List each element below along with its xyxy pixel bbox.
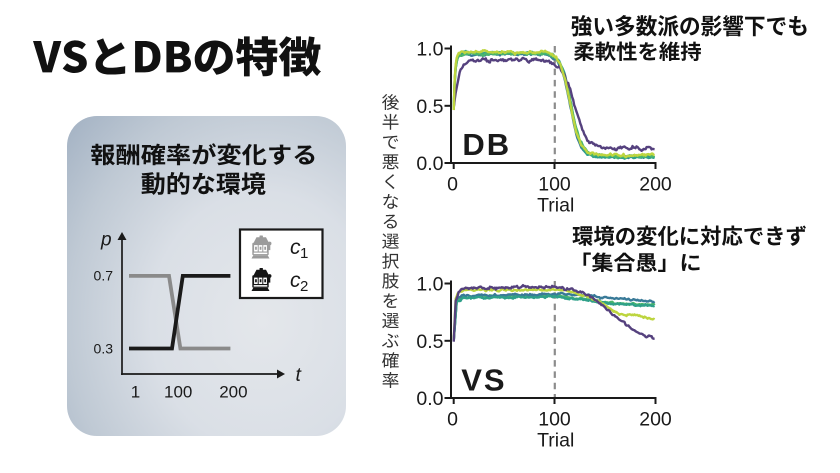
svg-text:p: p (100, 230, 112, 251)
svg-text:0.0: 0.0 (416, 388, 443, 410)
svg-text:DB: DB (462, 127, 511, 162)
svg-text:2: 2 (300, 278, 308, 295)
svg-text:200: 200 (639, 409, 672, 431)
svg-text:200: 200 (219, 383, 247, 402)
svg-text:1: 1 (300, 245, 308, 262)
svg-text:0.3: 0.3 (94, 340, 114, 356)
svg-text:0.5: 0.5 (416, 96, 443, 118)
svg-text:VS: VS (461, 363, 506, 398)
svg-text:t: t (296, 364, 303, 386)
svg-text:100: 100 (538, 409, 571, 431)
svg-text:1.0: 1.0 (416, 39, 443, 61)
svg-text:Trial: Trial (537, 195, 574, 217)
svg-text:1: 1 (131, 383, 140, 402)
svg-text:0: 0 (447, 174, 458, 196)
svg-text:0: 0 (447, 409, 458, 431)
svg-text:c: c (290, 236, 301, 259)
svg-text:100: 100 (538, 174, 571, 196)
svg-text:0.0: 0.0 (416, 153, 443, 175)
svg-text:1.0: 1.0 (416, 274, 443, 296)
svg-text:200: 200 (639, 174, 672, 196)
svg-text:0.5: 0.5 (416, 331, 443, 353)
svg-text:Trial: Trial (537, 430, 574, 452)
svg-text:c: c (290, 269, 301, 292)
svg-text:100: 100 (164, 383, 192, 402)
svg-text:0.7: 0.7 (94, 268, 114, 284)
